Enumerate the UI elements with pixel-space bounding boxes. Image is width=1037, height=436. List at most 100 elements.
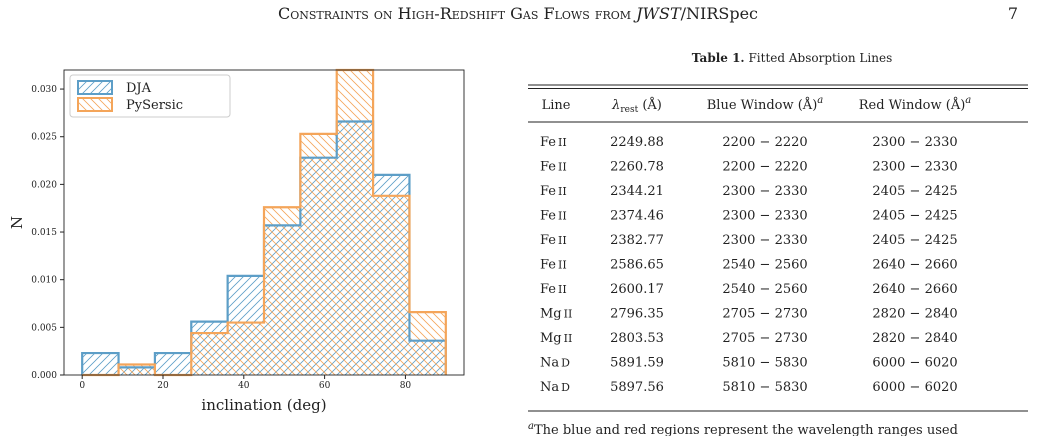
table-caption: Table 1. Fitted Absorption Lines bbox=[692, 51, 892, 65]
column-header-text: (Å) bbox=[638, 97, 662, 113]
x-tick-label: 40 bbox=[238, 381, 250, 391]
table-caption-text: Fitted Absorption Lines bbox=[748, 51, 892, 65]
ion-stage: D bbox=[561, 357, 570, 370]
cell: 2540 − 2560 bbox=[722, 258, 807, 273]
y-tick-label: 0.015 bbox=[31, 228, 57, 238]
cell: 2300 − 2330 bbox=[722, 209, 807, 224]
element: Na bbox=[540, 356, 559, 371]
line-name: Mg II bbox=[540, 331, 572, 346]
cell: 2405 − 2425 bbox=[872, 184, 957, 199]
element: Mg bbox=[540, 307, 562, 322]
element: Fe bbox=[540, 258, 556, 273]
element: Fe bbox=[540, 184, 556, 199]
cell: 5810 − 5830 bbox=[722, 380, 807, 395]
column-header: Line bbox=[542, 98, 571, 113]
header-text: /NIRSpec bbox=[681, 4, 758, 23]
line-name: Fe II bbox=[540, 209, 567, 224]
cell: 5897.56 bbox=[610, 380, 664, 395]
histogram-outline bbox=[82, 68, 447, 377]
histogram-bar bbox=[227, 322, 264, 375]
column-header: λrest (Å) bbox=[611, 97, 662, 115]
line-name: Na D bbox=[540, 380, 570, 395]
line-name: Fe II bbox=[540, 160, 567, 175]
x-axis-label: inclination (deg) bbox=[201, 396, 326, 414]
cell: 2200 − 2220 bbox=[722, 160, 807, 175]
cell: 2260.78 bbox=[610, 160, 664, 175]
cell: 2382.77 bbox=[610, 233, 664, 248]
element: Fe bbox=[540, 233, 556, 248]
line-name: Fe II bbox=[540, 282, 567, 297]
ion-stage: II bbox=[558, 234, 567, 247]
cell: 2796.35 bbox=[610, 307, 664, 322]
cell: 2705 − 2730 bbox=[722, 307, 807, 322]
element: Fe bbox=[540, 209, 556, 224]
header-italic: JWST bbox=[633, 4, 682, 23]
histogram-bar bbox=[118, 364, 155, 375]
cell: 2405 − 2425 bbox=[872, 209, 957, 224]
header-text: Constraints on High-Redshift Gas Flows f… bbox=[278, 4, 636, 23]
x-tick-label: 20 bbox=[157, 381, 169, 391]
cell: 2640 − 2660 bbox=[872, 282, 957, 297]
cell: 2374.46 bbox=[610, 209, 664, 224]
plot-frame bbox=[63, 69, 465, 376]
line-name: Na D bbox=[540, 356, 570, 371]
cell: 2249.88 bbox=[610, 135, 664, 150]
histogram-bar bbox=[373, 195, 410, 375]
histogram-bar bbox=[409, 312, 446, 375]
legend-label: DJA bbox=[126, 81, 152, 96]
histogram-bar bbox=[264, 207, 301, 375]
ion-stage: II bbox=[558, 210, 567, 223]
cell: 2540 − 2560 bbox=[722, 282, 807, 297]
cell: 2300 − 2330 bbox=[722, 233, 807, 248]
column-header-note: a bbox=[965, 95, 971, 106]
column-header-sub: rest bbox=[620, 105, 638, 115]
legend-swatch bbox=[77, 80, 113, 95]
cell: 2586.65 bbox=[610, 258, 664, 273]
x-tick-label: 0 bbox=[79, 381, 85, 391]
cell: 2820 − 2840 bbox=[872, 331, 957, 346]
table-label: Table 1. bbox=[692, 51, 745, 65]
footnote-marker: a bbox=[528, 421, 534, 432]
ion-stage: II bbox=[564, 308, 573, 321]
column-header-note: a bbox=[817, 95, 823, 106]
element: Fe bbox=[540, 135, 556, 150]
line-name: Fe II bbox=[540, 184, 567, 199]
ion-stage: D bbox=[561, 381, 570, 394]
line-name: Fe II bbox=[540, 258, 567, 273]
ion-stage: II bbox=[558, 185, 567, 198]
cell: 6000 − 6020 bbox=[872, 380, 957, 395]
cell: 6000 − 6020 bbox=[872, 356, 957, 371]
legend-label: PySersic bbox=[126, 98, 183, 113]
column-header-text: Line bbox=[542, 98, 571, 113]
histogram-bar bbox=[300, 133, 337, 375]
cell: 2600.17 bbox=[610, 282, 664, 297]
element: Fe bbox=[540, 282, 556, 297]
line-name: Fe II bbox=[540, 233, 567, 248]
cell: 2200 − 2220 bbox=[722, 135, 807, 150]
cell: 2344.21 bbox=[610, 184, 664, 199]
line-name: Fe II bbox=[540, 135, 567, 150]
cell: 2300 − 2330 bbox=[722, 184, 807, 199]
y-tick-label: 0.025 bbox=[31, 133, 57, 143]
legend-swatch bbox=[77, 97, 113, 112]
column-header-text: λ bbox=[611, 98, 620, 113]
histogram-bar bbox=[191, 333, 228, 375]
element: Mg bbox=[540, 331, 562, 346]
cell: 2300 − 2330 bbox=[872, 160, 957, 175]
x-tick-label: 60 bbox=[319, 381, 331, 391]
column-header-text: Red Window (Å) bbox=[859, 97, 966, 113]
y-tick-label: 0.005 bbox=[31, 323, 57, 333]
chart: 0 20 40 60 80 0.000 0.005 0.010 0.015 0.020 0.025 0… bbox=[8, 68, 465, 414]
ion-stage: II bbox=[558, 259, 567, 272]
histogram-bar bbox=[336, 70, 374, 375]
cell: 5810 − 5830 bbox=[722, 356, 807, 371]
histogram-bar bbox=[154, 353, 192, 375]
ion-stage: II bbox=[558, 283, 567, 296]
y-tick-label: 0.020 bbox=[31, 180, 57, 190]
y-tick-label: 0.030 bbox=[31, 85, 57, 95]
running-header: Constraints on High-Redshift Gas Flows f… bbox=[278, 4, 758, 23]
element: Fe bbox=[540, 160, 556, 175]
cell: 2640 − 2660 bbox=[872, 258, 957, 273]
column-header-text: Blue Window (Å) bbox=[707, 97, 818, 113]
footnote: aThe blue and red regions represent the … bbox=[528, 421, 958, 436]
